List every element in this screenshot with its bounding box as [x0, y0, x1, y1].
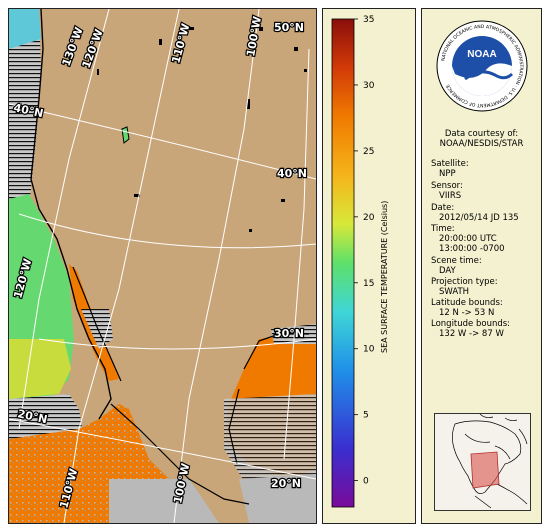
- latitude-bounds-label: Latitude bounds:: [431, 298, 503, 308]
- date-label: Date:: [431, 203, 455, 213]
- lat-40n-right: 40°N: [277, 167, 307, 180]
- courtesy-line-2: NOAA/NESDIS/STAR: [439, 139, 524, 149]
- locator-inset-map: [434, 413, 531, 511]
- satellite-value: NPP: [439, 169, 456, 179]
- graticule: [9, 9, 316, 523]
- colorbar-tick-label: 20: [363, 213, 375, 223]
- colorbar-tick-label: 5: [363, 411, 369, 421]
- courtesy-line-1: Data courtesy of:: [444, 129, 519, 139]
- sst-map-image: 130°W 120°W 110°W 100°W 50°N 40°N 40°N 1…: [9, 9, 316, 523]
- sensor-label: Sensor:: [431, 181, 463, 191]
- colorbar-tick-label: 25: [363, 147, 374, 157]
- scene-time-label: Scene time:: [431, 256, 482, 266]
- sensor-value: VIIRS: [439, 191, 462, 201]
- colorbar-tick-label: 35: [363, 15, 374, 25]
- satellite-label: Satellite:: [431, 159, 469, 169]
- projection-label: Projection type:: [431, 277, 498, 287]
- pacific-mid-sst-2: [9, 339, 71, 399]
- lat-20n-right: 20°N: [271, 477, 301, 490]
- inset-scene-footprint: [470, 451, 500, 489]
- lat-50n-right: 50°N: [274, 21, 304, 34]
- pacific-bottom-cloud: [109, 479, 219, 523]
- sst-map: 130°W 120°W 110°W 100°W 50°N 40°N 40°N 1…: [8, 8, 317, 524]
- longitude-bounds-label: Longitude bounds:: [431, 319, 511, 329]
- date-value: 2012/05/14 JD 135: [439, 213, 519, 223]
- pacific-cold-sst: [9, 9, 41, 49]
- colorbar-tick-label: 0: [363, 477, 369, 487]
- scene-time-value: DAY: [439, 266, 456, 276]
- colorbar-ticks: 0 5 10 15 20 25 30 35: [354, 15, 375, 487]
- pacific-ocean-north: [9, 9, 41, 234]
- projection-value: SWATH: [439, 287, 470, 297]
- mexico-coastline: [110, 403, 250, 505]
- colorbar-tick-label: 10: [363, 345, 375, 355]
- colorbar-tick-label: 30: [363, 81, 375, 91]
- caribbean-clouds: [239, 474, 316, 523]
- longitude-bounds-value: 132 W -> 87 W: [439, 329, 504, 339]
- colorbar-tick-label: 15: [363, 279, 374, 289]
- colorbar-panel: 0 5 10 15 20 25 30 35 SEA SURFACE TEMPERATURE (…: [322, 8, 416, 524]
- noaa-logo: NOAA NATIONAL OCEANIC AND ATMOSPHERIC AD…: [436, 20, 528, 112]
- baja-coastline: [72, 266, 122, 382]
- colorbar-gradient: [331, 18, 355, 508]
- time-label: Time:: [431, 224, 455, 234]
- time-value-utc: 20:00:00 UTC: [439, 234, 497, 244]
- info-panel: NOAA NATIONAL OCEANIC AND ATMOSPHERIC AD…: [421, 8, 542, 524]
- colorbar-title: SEA SURFACE TEMPERATURE (Celsius): [380, 201, 389, 353]
- inland-lakes: [97, 27, 307, 232]
- noaa-logo-text: NOAA: [467, 49, 496, 60]
- colorbar: 0 5 10 15 20 25 30 35 SEA SURFACE TEMPERATURE (…: [331, 15, 389, 508]
- lat-30n-right: 30°N: [274, 327, 304, 340]
- time-value-local: 13:00:00 -0700: [439, 244, 505, 254]
- west-coastline: [30, 9, 112, 420]
- latitude-bounds-value: 12 N -> 53 N: [439, 308, 495, 318]
